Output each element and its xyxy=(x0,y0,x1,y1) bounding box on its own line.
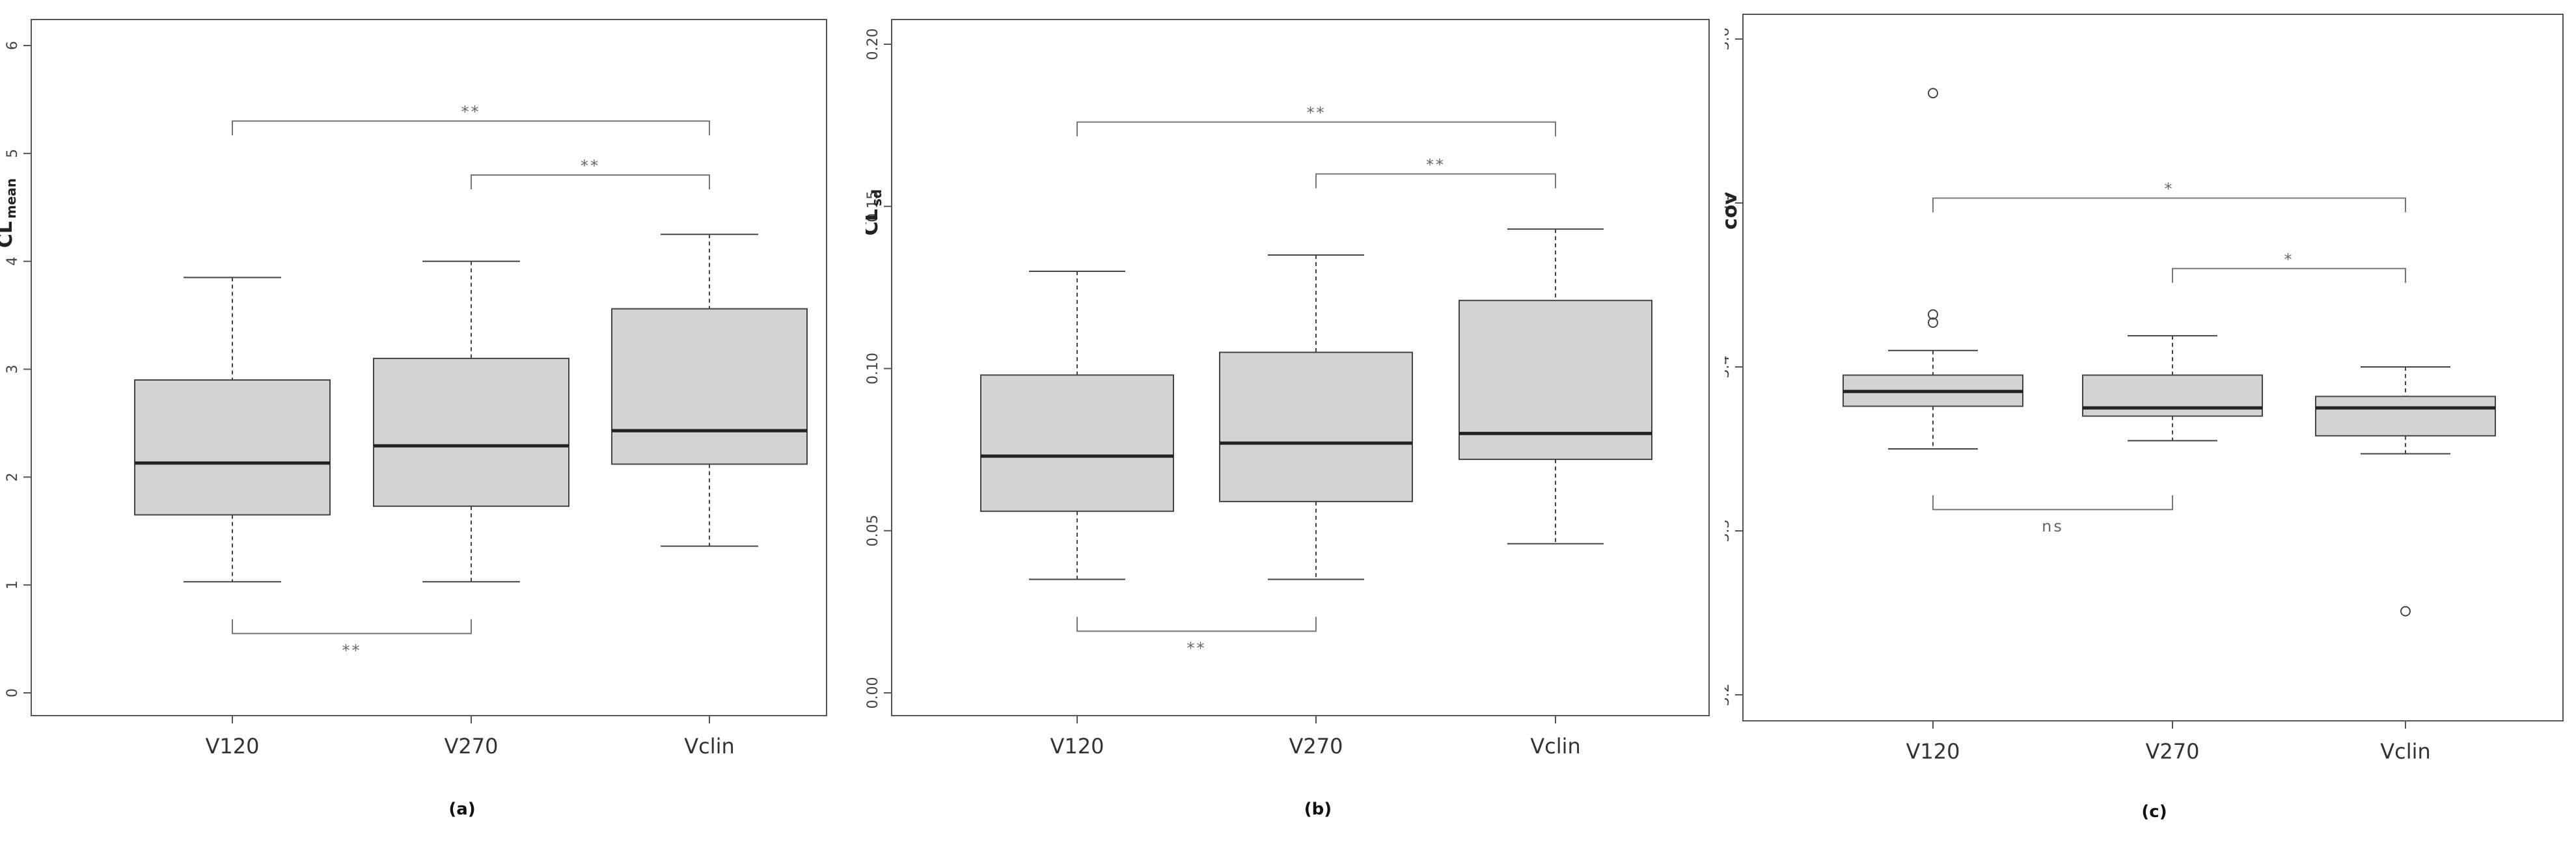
significance-label: ** xyxy=(1426,155,1446,174)
box-iqr xyxy=(2315,396,2496,437)
significance-label: * xyxy=(2284,250,2294,269)
significance-label: ** xyxy=(1187,639,1207,657)
panel-b-x-tick-label: V120 xyxy=(1050,734,1104,759)
bracket-line xyxy=(1315,173,1556,189)
panel-a-caption: (a) xyxy=(448,800,475,819)
panel-c-y-tick-label: 3.2 xyxy=(1725,684,1733,707)
panel-c-y-axis-label: cov xyxy=(1725,192,1742,230)
panel-a-plot-frame xyxy=(31,19,827,716)
significance-label: * xyxy=(2165,180,2174,198)
panel-b-y-tick-label: 0.20 xyxy=(866,29,881,61)
panel-b-box-v120 xyxy=(980,270,1174,580)
outlier-point xyxy=(1928,309,1938,320)
bracket-line xyxy=(1076,121,1556,137)
panel-b-significance-bracket: ** xyxy=(1315,155,1556,189)
panel-a-y-tick-label: 1 xyxy=(5,580,21,589)
panel-c-y-tick-label: 3.3 xyxy=(1725,520,1733,543)
panel-b-y-axis-label: CL sd xyxy=(866,189,884,236)
significance-label: ** xyxy=(342,641,362,660)
box-iqr xyxy=(2082,374,2263,417)
panel-b-box-v270 xyxy=(1219,254,1413,580)
panel-b-significance-bracket: ** xyxy=(1076,104,1556,137)
panel-a-y-tick-label: 5 xyxy=(5,149,21,158)
panel-c-x-tick-label: V120 xyxy=(1906,739,1960,764)
panel-a-x-tick-label: V120 xyxy=(206,734,260,759)
box-iqr xyxy=(1459,299,1652,461)
bracket-line xyxy=(2172,267,2406,283)
panel-c-caption: (c) xyxy=(2141,802,2167,822)
outlier-point xyxy=(1928,317,1938,328)
box-iqr xyxy=(373,357,569,507)
panel-a-y-axis-label: CL mean xyxy=(0,178,19,248)
panel-c-y-tick-label: 3.5 xyxy=(1725,192,1733,215)
panel-a-box-v270 xyxy=(373,260,569,583)
outlier-point xyxy=(2400,606,2411,617)
significance-label: ns xyxy=(2042,517,2064,535)
panel-b-y-axis-label-main: CL xyxy=(866,209,883,236)
panel-a-y-tick-label: 3 xyxy=(5,365,21,374)
panel-c-x-tick-label: Vclin xyxy=(2380,739,2431,764)
bracket-line xyxy=(232,619,472,634)
panel-a-y-tick-label: 6 xyxy=(5,41,21,50)
panel-b-x-tick-label: Vclin xyxy=(1530,734,1581,759)
significance-label: ** xyxy=(461,103,481,121)
panel-c-x-tick-label: V270 xyxy=(2146,739,2200,764)
panel-a-y-axis: 0 1 2 3 4 5 6 xyxy=(5,41,31,697)
panel-a-box-v120 xyxy=(134,276,331,583)
panel-a-x-tick-label: Vclin xyxy=(684,734,735,759)
panel-c-y-tick-label: 3.6 xyxy=(1725,28,1733,51)
panel-a-significance-bracket: ** xyxy=(232,619,472,660)
panel-a-significance-bracket: ** xyxy=(232,103,710,136)
significance-label: ** xyxy=(581,157,600,175)
outlier-point xyxy=(1928,88,1938,99)
panel-a-y-tick-label: 4 xyxy=(5,257,21,266)
box-iqr xyxy=(134,379,331,516)
boxplot-panel-a: 0 1 2 3 4 5 6 CL mean V120 V270 Vclin ** ** ** (a) xyxy=(0,19,827,819)
box-iqr xyxy=(980,374,1174,512)
panel-b-significance-bracket: ** xyxy=(1076,617,1317,657)
panel-b-box-vclin xyxy=(1459,228,1652,545)
panel-c-y-axis: 3.2 3.3 3.4 3.5 3.6 xyxy=(1725,28,1743,707)
bracket-line xyxy=(232,120,710,136)
bracket-line xyxy=(471,174,710,189)
panel-b-y-tick-label: 0.10 xyxy=(866,353,881,384)
panel-b-x-tick-label: V270 xyxy=(1289,734,1343,759)
panel-c-y-axis-label-main: cov xyxy=(1725,192,1742,230)
panel-a-y-tick-label: 2 xyxy=(5,472,21,481)
panel-c-significance-bracket: * xyxy=(1932,180,2406,213)
panel-b-y-tick-label: 0.00 xyxy=(866,677,881,709)
panel-a-y-axis-label-sub: mean xyxy=(3,178,19,219)
bracket-line xyxy=(1932,495,2173,511)
panel-c-y-tick-label: 3.4 xyxy=(1725,356,1733,379)
panel-b-y-tick-label: 0.15 xyxy=(866,191,881,222)
panel-c-box-v120 xyxy=(1843,88,2023,450)
panel-b-caption: (b) xyxy=(1304,800,1332,819)
panel-c-significance-bracket: ns xyxy=(1932,495,2173,535)
panel-b-y-axis-label-sub: sd xyxy=(869,189,884,206)
panel-c-box-v270 xyxy=(2082,335,2263,442)
panel-a-significance-bracket: ** xyxy=(471,157,710,189)
panel-c-box-vclin xyxy=(2315,366,2496,617)
panel-a-box-vclin xyxy=(611,234,808,547)
panel-a-y-axis-label-main: CL xyxy=(0,221,17,248)
panel-b-y-axis: 0.00 0.05 0.10 0.15 0.20 xyxy=(866,29,892,709)
box-iqr xyxy=(1219,351,1413,502)
boxplot-panel-b: 0.00 0.05 0.10 0.15 0.20 CL sd V120 V270 Vclin ** *… xyxy=(866,19,1710,819)
panel-a-x-tick-label: V270 xyxy=(445,734,499,759)
bracket-line xyxy=(1932,197,2406,213)
boxplot-panel-c: 3.2 3.3 3.4 3.5 3.6 cov V120 V270 Vclin * * ns (c) xyxy=(1725,14,2564,822)
box-iqr xyxy=(611,308,808,465)
panel-c-significance-bracket: * xyxy=(2172,250,2406,283)
bracket-line xyxy=(1076,617,1317,632)
panel-b-y-tick-label: 0.05 xyxy=(866,515,881,546)
panel-b-plot-frame xyxy=(891,19,1710,716)
significance-label: ** xyxy=(1307,104,1326,122)
panel-a-y-tick-label: 0 xyxy=(5,688,21,697)
